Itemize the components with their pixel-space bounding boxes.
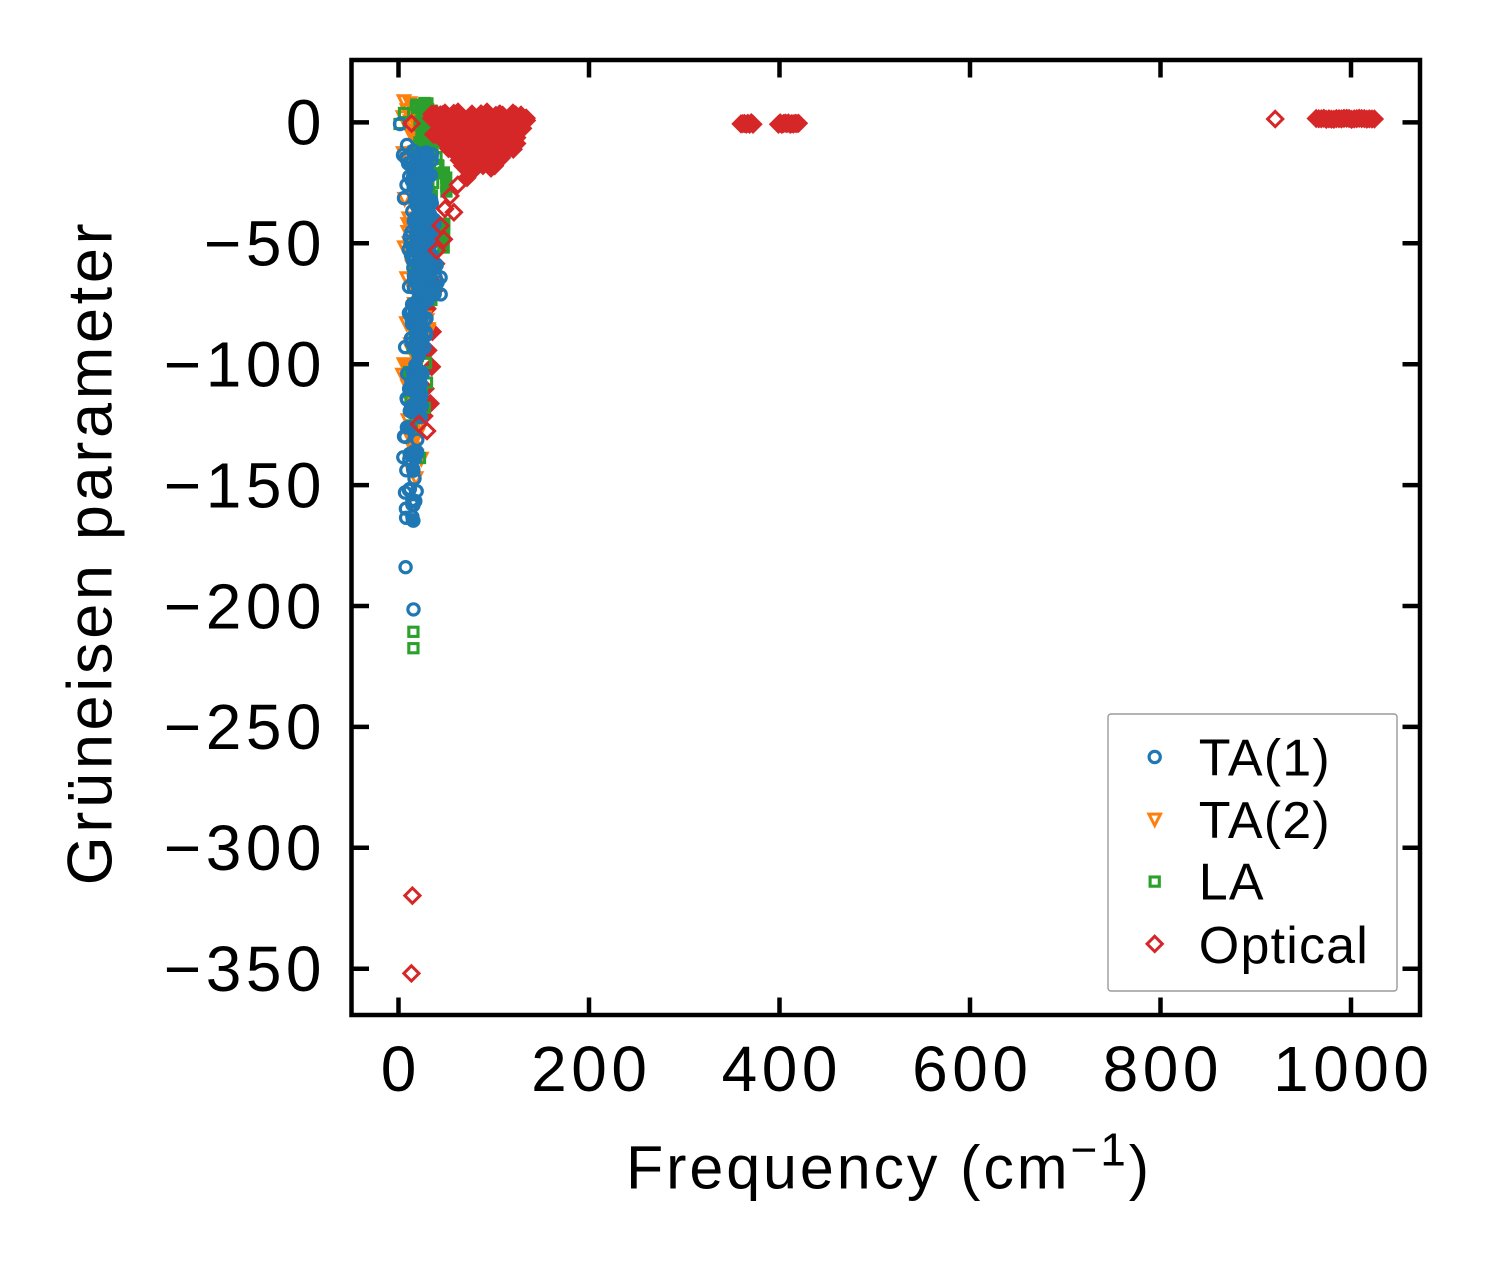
svg-text:600: 600 <box>912 1033 1032 1105</box>
svg-text:0: 0 <box>286 87 326 159</box>
svg-text:−300: −300 <box>164 812 326 884</box>
svg-text:−150: −150 <box>164 449 326 521</box>
svg-text:−350: −350 <box>164 933 326 1005</box>
svg-text:TA(2): TA(2) <box>1199 792 1331 850</box>
svg-text:−250: −250 <box>164 691 326 763</box>
svg-text:LA: LA <box>1199 854 1265 912</box>
svg-text:800: 800 <box>1103 1033 1223 1105</box>
svg-text:Optical: Optical <box>1199 917 1369 975</box>
svg-text:−50: −50 <box>204 208 326 280</box>
svg-text:0: 0 <box>381 1033 421 1105</box>
svg-text:TA(1): TA(1) <box>1199 729 1331 787</box>
svg-text:−100: −100 <box>164 329 326 401</box>
svg-text:Frequency (cm−1): Frequency (cm−1) <box>626 1124 1152 1202</box>
svg-text:Grüneisen parameter: Grüneisen parameter <box>55 220 125 886</box>
svg-text:1000: 1000 <box>1273 1033 1433 1105</box>
svg-text:400: 400 <box>722 1033 842 1105</box>
svg-text:−200: −200 <box>164 570 326 642</box>
svg-text:200: 200 <box>531 1033 651 1105</box>
